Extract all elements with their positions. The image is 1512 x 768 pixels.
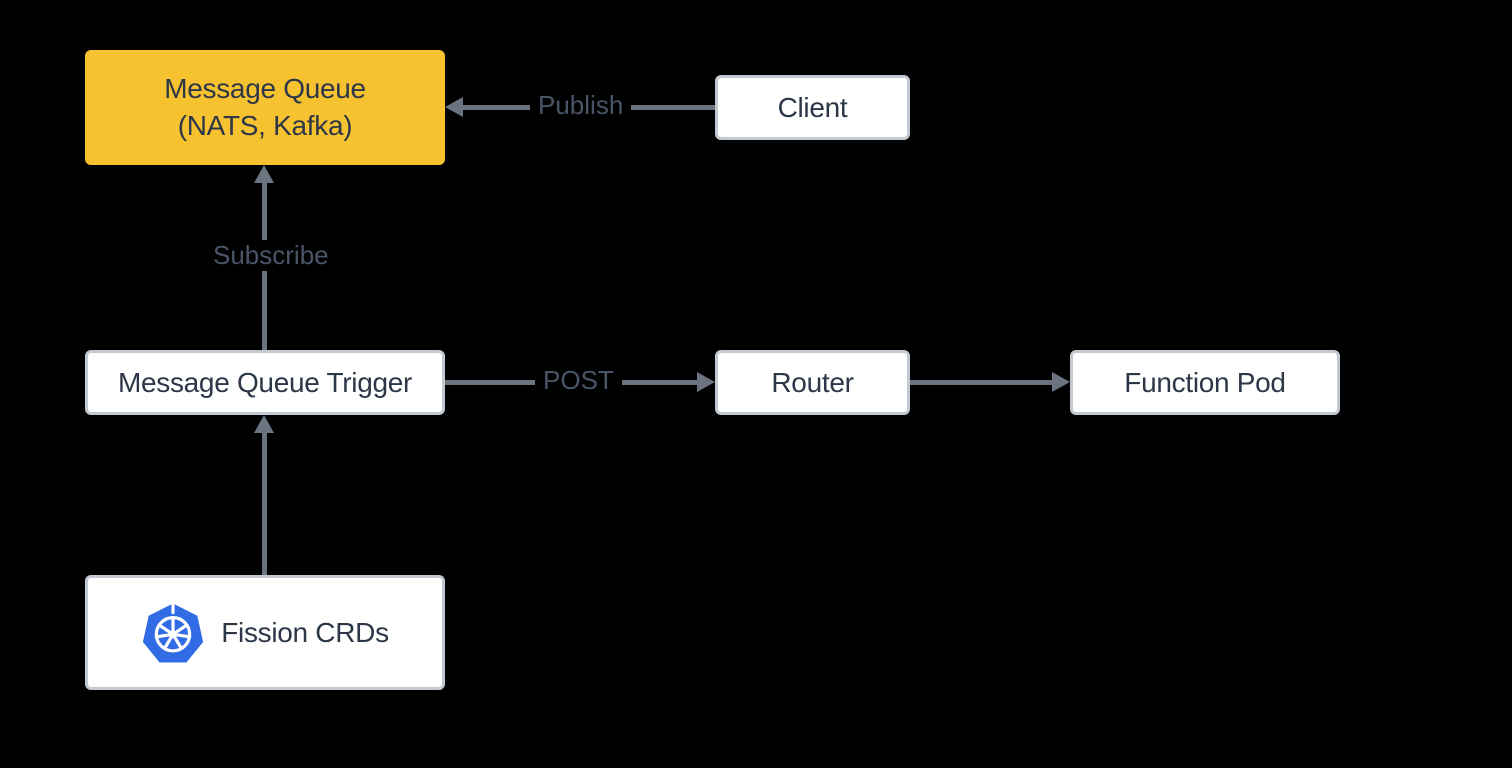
edge-crds-mqtrigger-arrow: [254, 415, 274, 433]
edge-publish-label: Publish: [530, 90, 631, 121]
edge-router-fnpod-line: [910, 380, 1052, 385]
node-client: Client: [715, 75, 910, 140]
node-mq-label-1: Message Queue: [164, 71, 366, 107]
edge-subscribe-arrow: [254, 165, 274, 183]
edge-subscribe-label: Subscribe: [205, 240, 337, 271]
node-fnpod-label: Function Pod: [1124, 367, 1285, 399]
node-message-queue: Message Queue (NATS, Kafka): [85, 50, 445, 165]
node-router-label: Router: [771, 367, 853, 399]
node-function-pod: Function Pod: [1070, 350, 1340, 415]
node-client-label: Client: [778, 92, 848, 124]
node-crds-label: Fission CRDs: [221, 617, 389, 649]
kubernetes-icon: [141, 601, 205, 665]
edge-post-label: POST: [535, 365, 622, 396]
node-mq-trigger: Message Queue Trigger: [85, 350, 445, 415]
edge-router-fnpod-arrow: [1052, 372, 1070, 392]
edge-publish-arrow: [445, 97, 463, 117]
edge-post-arrow: [697, 372, 715, 392]
node-router: Router: [715, 350, 910, 415]
node-mq-label-2: (NATS, Kafka): [164, 108, 366, 144]
node-mqtrigger-label: Message Queue Trigger: [118, 367, 412, 399]
node-fission-crds: Fission CRDs: [85, 575, 445, 690]
edge-crds-mqtrigger-line: [262, 433, 267, 575]
